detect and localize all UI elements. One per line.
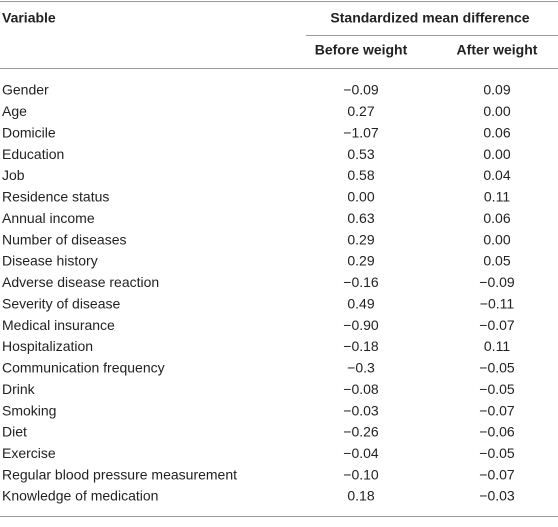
cell-value: 0.00 [483, 103, 510, 119]
cell-value: 0.00 [347, 189, 374, 205]
variable-name: Drink [2, 381, 36, 397]
column-group-header: Standardized mean difference [330, 10, 529, 26]
cell-value: −0.10 [343, 466, 379, 482]
cell-value: −0.90 [343, 317, 379, 333]
cell-value: −0.3 [347, 360, 375, 376]
variable-name: Exercise [2, 445, 56, 461]
cell-value: −0.07 [479, 402, 515, 418]
variable-name: Job [2, 167, 25, 183]
cell-value: 0.18 [347, 488, 374, 504]
variable-name: Number of diseases [2, 231, 127, 247]
variable-name: Gender [2, 82, 49, 98]
cell-value: 0.11 [484, 189, 510, 205]
variable-name: Disease history [2, 253, 98, 269]
cell-value: −0.07 [479, 466, 515, 482]
variable-name: Annual income [2, 210, 95, 226]
variable-name: Knowledge of medication [2, 488, 158, 504]
cell-value: −0.26 [343, 424, 379, 440]
cell-value: −0.09 [479, 274, 515, 290]
cell-value: 0.00 [483, 231, 510, 247]
cell-value: −0.05 [479, 445, 515, 461]
variable-name: Age [2, 103, 27, 119]
cell-value: −0.05 [479, 360, 515, 376]
cell-value: −0.18 [343, 338, 379, 354]
cell-value: 0.00 [483, 146, 510, 162]
cell-value: 0.29 [347, 231, 374, 247]
cell-value: 0.06 [483, 124, 510, 140]
variable-name: Diet [2, 424, 27, 440]
cell-value: 0.04 [483, 167, 510, 183]
cell-value: 0.06 [483, 210, 510, 226]
cell-value: −1.07 [343, 124, 379, 140]
variable-name: Hospitalization [2, 338, 93, 354]
column-header: After weight [457, 42, 538, 58]
cell-value: −0.07 [479, 317, 515, 333]
cell-value: −0.09 [343, 82, 379, 98]
cell-value: 0.53 [347, 146, 374, 162]
variable-name: Education [2, 146, 64, 162]
cell-value: −0.03 [479, 488, 515, 504]
cell-value: −0.08 [343, 381, 379, 397]
cell-value: −0.16 [343, 274, 379, 290]
cell-value: −0.06 [479, 424, 515, 440]
variable-name: Domicile [2, 124, 56, 140]
cell-value: 0.58 [347, 167, 374, 183]
cell-value: 0.05 [483, 253, 510, 269]
variable-name: Adverse disease reaction [2, 274, 159, 290]
variable-name: Regular blood pressure measurement [2, 466, 237, 482]
variable-name: Severity of disease [2, 295, 120, 311]
cell-value: 0.49 [347, 295, 374, 311]
cell-value: 0.29 [347, 253, 374, 269]
cell-value: 0.09 [483, 82, 510, 98]
cell-value: −0.04 [343, 445, 379, 461]
column-header: Variable [2, 10, 56, 26]
cell-value: 0.11 [484, 338, 510, 354]
cell-value: −0.11 [480, 295, 515, 311]
cell-value: −0.03 [343, 402, 379, 418]
cell-value: 0.27 [347, 103, 374, 119]
cell-value: −0.05 [479, 381, 515, 397]
variable-name: Communication frequency [2, 360, 165, 376]
variable-name: Medical insurance [2, 317, 115, 333]
column-header: Before weight [315, 42, 408, 58]
variable-name: Residence status [2, 189, 109, 205]
cell-value: 0.63 [347, 210, 374, 226]
variable-name: Smoking [2, 402, 56, 418]
